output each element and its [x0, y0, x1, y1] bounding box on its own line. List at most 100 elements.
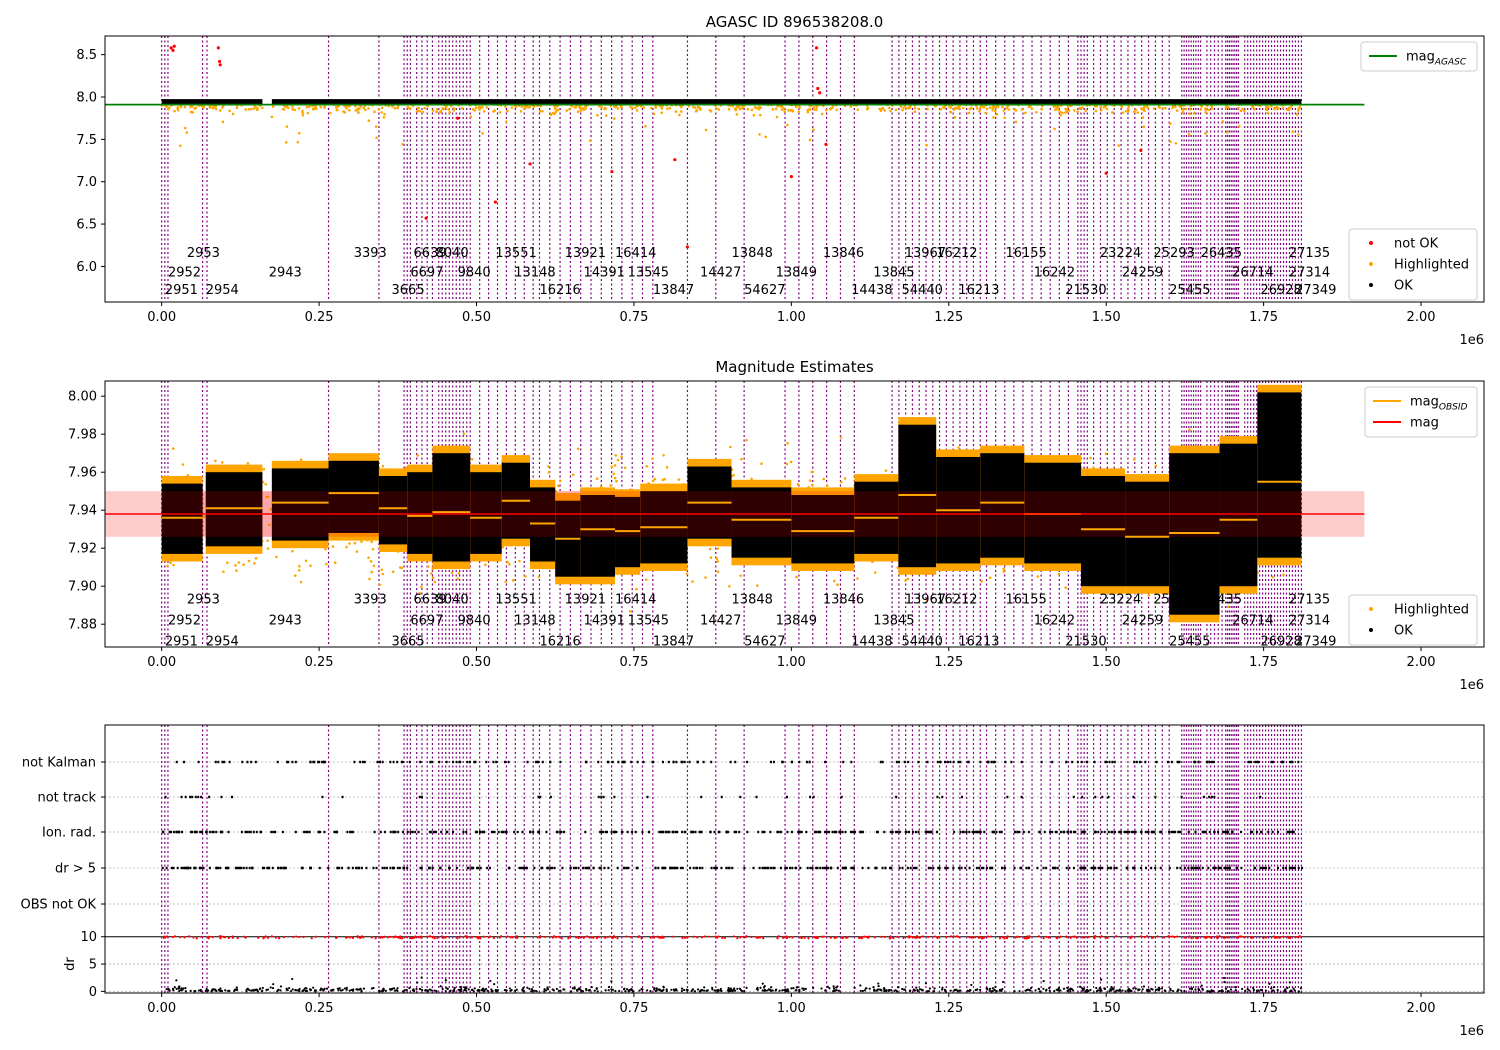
not-ok-point [818, 91, 822, 95]
flag-point [1020, 760, 1023, 764]
dr-point [790, 987, 793, 990]
flag-point [790, 830, 793, 834]
not-ok-point [172, 44, 176, 48]
y-tick-label: 6.0 [76, 260, 97, 275]
dr-point [531, 989, 534, 992]
flag-point [246, 760, 249, 764]
flag-point [1081, 795, 1084, 799]
dr-outlier-point [173, 935, 177, 938]
dr-point [314, 990, 317, 993]
flag-point [417, 830, 420, 834]
dr-point [1223, 980, 1226, 984]
highlighted-point [1154, 464, 1158, 468]
dr-outlier-point [863, 935, 866, 938]
dr-point [675, 988, 678, 991]
highlighted-point [1152, 107, 1156, 110]
flag-point [772, 760, 775, 764]
highlighted-point [600, 106, 603, 109]
highlighted-point [554, 489, 558, 493]
dr-point [418, 987, 421, 991]
flag-point [713, 866, 716, 870]
flag-point [549, 866, 552, 870]
dr-point [778, 989, 781, 992]
flag-point [215, 866, 218, 870]
dr-point [1001, 980, 1005, 984]
dr-point [670, 988, 673, 991]
dr-outlier-point [927, 935, 930, 939]
highlighted-point [639, 105, 643, 108]
flag-point [657, 866, 660, 870]
legend-swatch [1369, 607, 1373, 611]
dr-point [646, 989, 649, 992]
highlighted-point [764, 135, 768, 139]
highlighted-point [461, 106, 464, 110]
highlighted-point [644, 578, 648, 581]
flag-point [1276, 866, 1279, 870]
flag-point [181, 830, 184, 834]
dr-outlier-point [444, 936, 448, 939]
flag-point [347, 866, 350, 870]
highlighted-point [1188, 108, 1192, 111]
highlighted-point [880, 107, 884, 111]
dr-point [795, 986, 798, 989]
axes-frame [104, 35, 1485, 303]
dr-point [1112, 987, 1115, 990]
dr-point [618, 989, 621, 993]
highlighted-point [904, 106, 908, 110]
highlighted-point [613, 476, 617, 480]
dr-point [828, 987, 831, 990]
dr-point [759, 986, 762, 989]
dr-outlier-point [683, 936, 686, 939]
flag-point [935, 830, 938, 834]
dr-point [991, 990, 994, 993]
flag-point [700, 795, 703, 799]
flag-point [175, 830, 178, 834]
dr-outlier-point [492, 936, 495, 940]
flag-point [967, 760, 970, 764]
dr-point [496, 989, 500, 992]
flag-point [1259, 830, 1262, 834]
flag-point [1211, 760, 1214, 764]
flag-point [662, 760, 665, 764]
flag-point [582, 866, 585, 870]
highlighted-point [291, 105, 294, 109]
flag-point [523, 866, 526, 870]
highlighted-point [266, 547, 270, 550]
highlighted-point [679, 105, 683, 109]
highlighted-point [523, 107, 527, 110]
flag-point [205, 830, 208, 834]
highlighted-point [576, 110, 580, 113]
highlighted-point [727, 107, 731, 111]
flag-point [853, 830, 856, 834]
highlighted-point [301, 113, 305, 117]
dr-point [1160, 987, 1164, 990]
flag-point [1250, 760, 1253, 764]
flag-point [322, 760, 325, 764]
dr-point [655, 987, 658, 990]
dr-outlier-point [557, 935, 560, 938]
highlighted-point [1181, 111, 1185, 114]
highlighted-point [733, 107, 737, 111]
dr-point [298, 987, 301, 991]
flag-point [539, 795, 542, 799]
flag-point [675, 760, 678, 764]
flag-point [859, 830, 862, 834]
highlighted-point [883, 109, 886, 112]
flag-point [1153, 830, 1156, 834]
flag-point [1170, 760, 1173, 764]
highlighted-point [368, 577, 371, 581]
flag-point [1197, 760, 1200, 764]
legend-frame [1348, 228, 1478, 301]
dr-point [408, 986, 411, 990]
dr-point [1127, 987, 1130, 991]
dr-point [279, 985, 283, 988]
flag-point [176, 866, 179, 870]
dr-point [392, 987, 396, 990]
highlighted-point [1296, 109, 1300, 112]
flag-point [502, 830, 505, 834]
flag-point [281, 830, 284, 834]
dr-outlier-point [401, 937, 404, 940]
flag-point [805, 760, 808, 764]
highlighted-point [242, 563, 245, 567]
highlighted-point [988, 576, 992, 580]
